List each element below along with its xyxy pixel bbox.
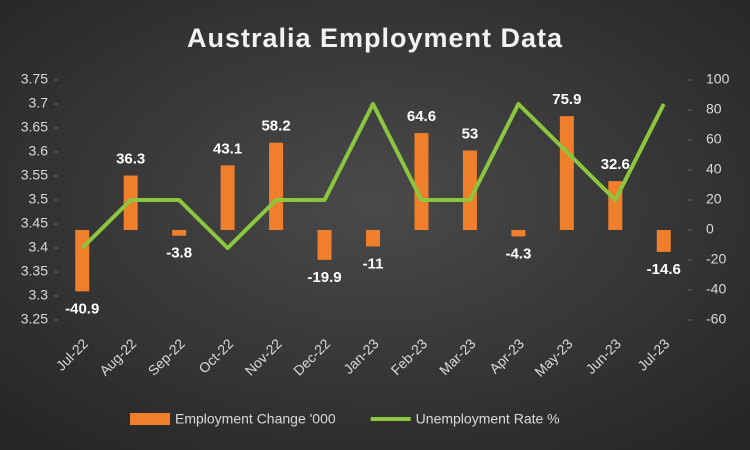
data-label: -14.6 (647, 261, 681, 278)
y-tick-label: 3.45 (21, 215, 48, 231)
data-label: 64.6 (407, 108, 436, 125)
bar (75, 230, 90, 292)
bar (172, 230, 187, 236)
y-tick-label: 3.3 (29, 287, 49, 303)
chart-title: Australia Employment Data (187, 23, 563, 53)
y-tick-label: 3.25 (21, 311, 48, 327)
y-tick-label: 3.5 (29, 191, 49, 207)
data-label: -3.8 (166, 245, 192, 262)
data-label: 53 (462, 125, 479, 142)
bar (559, 116, 574, 230)
line (80, 102, 666, 250)
legend-label: Employment Change '000 (175, 411, 336, 427)
y2-tick-label: 20 (706, 191, 722, 207)
data-label: -19.9 (307, 269, 341, 286)
y2-tick-label: 100 (706, 71, 730, 87)
y-tick-label: 3.55 (21, 167, 48, 183)
data-label: 32.6 (601, 156, 630, 173)
bar (317, 230, 332, 260)
y-tick-label: 3.65 (21, 119, 48, 135)
bar (656, 230, 671, 252)
y2-tick-label: -20 (706, 251, 726, 267)
y2-tick-label: 60 (706, 131, 722, 147)
data-label: 58.2 (261, 118, 290, 135)
y-tick-label: 3.4 (29, 239, 49, 255)
bar (414, 133, 429, 230)
bar (366, 230, 380, 247)
y-tick-label: 3.35 (21, 263, 48, 279)
y2-tick-label: 40 (706, 161, 722, 177)
y-tick-label: 3.75 (21, 71, 48, 87)
y2-tick-label: -40 (706, 281, 726, 297)
data-label: -4.3 (505, 245, 531, 262)
data-label: 36.3 (116, 151, 145, 168)
data-label: 43.1 (213, 140, 242, 157)
data-label: -40.9 (65, 300, 99, 317)
y2-tick-label: 0 (706, 221, 714, 237)
data-label: 75.9 (552, 91, 581, 108)
bar (269, 142, 284, 230)
y2-tick-label: 80 (706, 101, 722, 117)
y-tick-label: 3.7 (29, 95, 49, 111)
y-tick-label: 3.6 (29, 143, 49, 159)
bar (511, 230, 526, 237)
data-label: -11 (363, 255, 384, 272)
bar (220, 165, 235, 230)
legend-swatch (130, 413, 170, 425)
bar (462, 150, 477, 230)
y2-tick-label: -60 (706, 311, 726, 327)
legend-label: Unemployment Rate % (416, 411, 560, 427)
